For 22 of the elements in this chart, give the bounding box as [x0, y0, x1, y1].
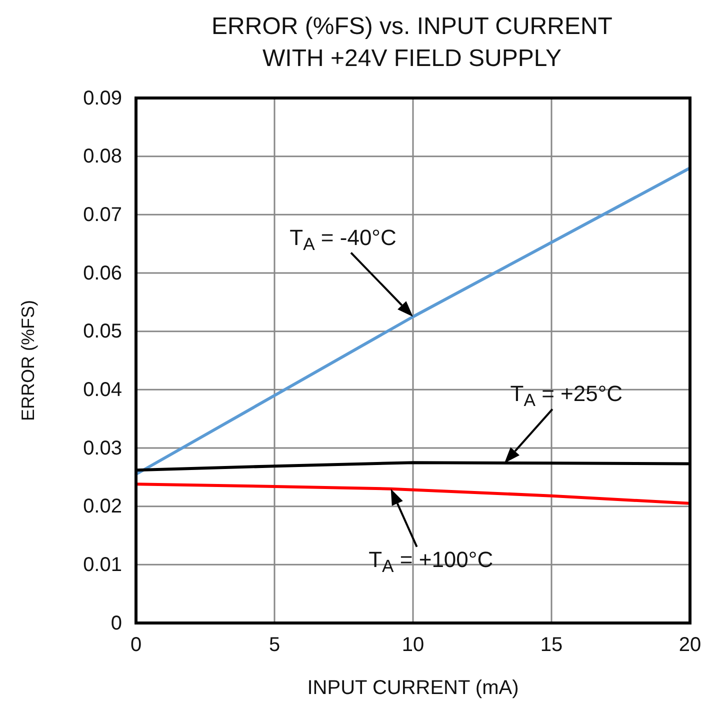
chart-title: ERROR (%FS) vs. INPUT CURRENT WITH +24V FIELD SUPPLY [212, 13, 613, 72]
y-tick-label: 0.04 [83, 379, 122, 402]
x-axis-title: INPUT CURRENT (mA) [307, 677, 519, 699]
y-tick-label: 0.02 [83, 496, 122, 518]
x-tick-label: 20 [678, 634, 702, 656]
y-tick-label: 0.06 [83, 262, 122, 284]
annotation: T$_{A}$ = -40°C [290, 224, 396, 254]
y-tick-label: 0 [110, 612, 122, 634]
x-tick-label: 10 [402, 634, 424, 656]
x-tick-label: 0 [130, 634, 142, 656]
x-tick-label: 5 [268, 634, 280, 656]
y-tick-label: 0.09 [83, 87, 122, 110]
x-tick-label: 15 [540, 634, 563, 656]
y-tick-label: 0.01 [83, 554, 122, 576]
line-series [134, 482, 692, 505]
y-tick-label: 0.03 [83, 437, 122, 460]
y-tick-label: 0.05 [83, 320, 122, 343]
y-axis-title: ERROR (%FS) [18, 300, 38, 421]
annotation: T$_{A}$ = +25°C [510, 381, 623, 411]
y-tick-label: 0.08 [83, 146, 122, 168]
annotation: T$_{A}$ = +100°C [368, 546, 494, 576]
y-tick-label: 0.07 [83, 204, 122, 226]
